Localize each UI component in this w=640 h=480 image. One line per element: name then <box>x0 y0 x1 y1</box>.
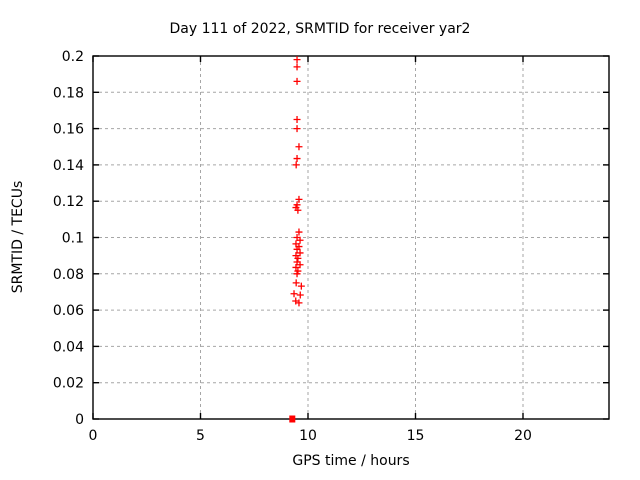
grid-lines <box>93 56 609 419</box>
y-tick-label: 0.12 <box>53 194 84 210</box>
series-srmtid-values <box>290 56 305 307</box>
tick-labels: 0 0.02 0.04 0.06 0.08 0.1 0.12 0.14 0.16 0.18 0.2 0… <box>53 49 532 444</box>
data-point-plus <box>293 155 301 163</box>
y-tick-label: 0.14 <box>53 158 84 174</box>
y-tick-label: 0 <box>75 412 84 428</box>
y-tick-label: 0.16 <box>53 122 84 138</box>
data-point-plus <box>295 299 303 307</box>
series-zero-baseline-marker <box>289 415 296 423</box>
data-point-plus <box>293 116 301 124</box>
y-tick-label: 0.06 <box>53 303 84 319</box>
y-tick-label: 0.2 <box>62 49 84 65</box>
data-point-plus <box>297 282 305 290</box>
x-tick-label: 10 <box>299 428 317 444</box>
data-point-plus <box>293 125 301 133</box>
x-tick-label: 15 <box>407 428 425 444</box>
data-point-plus <box>294 206 302 214</box>
data-point-plus <box>295 228 303 236</box>
data-point-plus <box>290 290 298 298</box>
chart-title: Day 111 of 2022, SRMTID for receiver yar… <box>169 21 471 37</box>
data-point-plus <box>295 195 303 203</box>
data-point-plus <box>296 261 304 269</box>
x-axis-label: GPS time / hours <box>292 453 410 469</box>
data-point-plus <box>293 270 301 278</box>
data-point-plus <box>293 245 301 253</box>
data-point-plus <box>296 236 304 244</box>
data-point-plus <box>294 254 302 262</box>
y-tick-label: 0.08 <box>53 267 84 283</box>
data-point-plus <box>292 161 300 169</box>
data-point-plus <box>296 291 304 299</box>
y-tick-label: 0.1 <box>62 231 84 247</box>
data-point-plus <box>293 56 301 64</box>
data-point-plus <box>293 63 301 71</box>
data-point-square <box>289 415 296 423</box>
y-tick-label: 0.04 <box>53 339 84 355</box>
data-point-plus <box>293 77 301 85</box>
y-axis-label: SRMTID / TECUs <box>10 180 26 294</box>
y-tick-label: 0.02 <box>53 376 84 392</box>
x-tick-label: 0 <box>89 428 98 444</box>
axis-ticks <box>92 55 609 420</box>
x-tick-label: 20 <box>514 428 532 444</box>
data-point-plus <box>295 143 303 151</box>
data-point-plus <box>296 249 304 257</box>
x-tick-label: 5 <box>196 428 205 444</box>
data-point-plus <box>292 263 300 271</box>
y-tick-label: 0.18 <box>53 85 84 101</box>
data-point-plus <box>292 279 300 287</box>
